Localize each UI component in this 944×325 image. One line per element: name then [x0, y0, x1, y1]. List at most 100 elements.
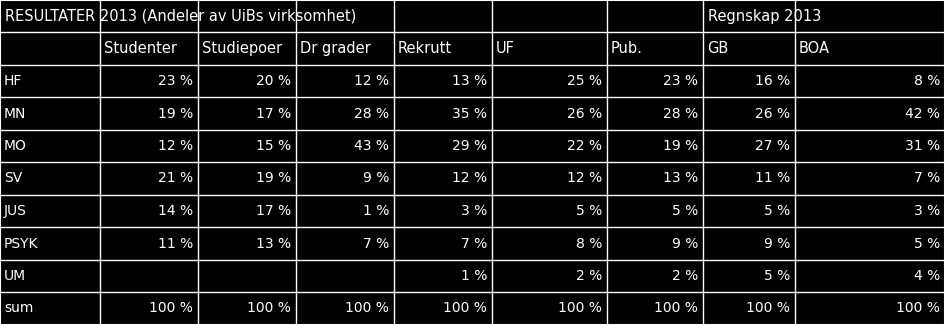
Text: 9 %: 9 %: [671, 237, 698, 251]
Bar: [198, 260, 295, 292]
Text: 100 %: 100 %: [149, 302, 193, 316]
Bar: [394, 227, 492, 260]
Text: 17 %: 17 %: [256, 204, 291, 218]
Bar: [492, 32, 606, 65]
Text: UF: UF: [496, 41, 514, 56]
Text: 100 %: 100 %: [345, 302, 389, 316]
Bar: [394, 130, 492, 162]
Bar: [794, 227, 944, 260]
Text: 13 %: 13 %: [662, 172, 698, 186]
Bar: [794, 195, 944, 227]
Bar: [606, 97, 702, 130]
Text: 9 %: 9 %: [763, 237, 789, 251]
Bar: [0, 227, 100, 260]
Text: 16 %: 16 %: [754, 74, 789, 88]
Bar: [492, 260, 606, 292]
Bar: [100, 32, 198, 65]
Bar: [606, 32, 702, 65]
Bar: [606, 0, 702, 32]
Text: 29 %: 29 %: [451, 139, 486, 153]
Bar: [794, 260, 944, 292]
Text: 5 %: 5 %: [671, 204, 698, 218]
Text: 27 %: 27 %: [754, 139, 789, 153]
Text: 43 %: 43 %: [354, 139, 389, 153]
Text: 11 %: 11 %: [158, 237, 193, 251]
Text: 42 %: 42 %: [904, 107, 939, 121]
Bar: [394, 32, 492, 65]
Text: UM: UM: [4, 269, 26, 283]
Text: RESULTATER 2013 (Andeler av UiBs virksomhet): RESULTATER 2013 (Andeler av UiBs virksom…: [5, 8, 356, 23]
Text: 100 %: 100 %: [746, 302, 789, 316]
Bar: [492, 65, 606, 97]
Text: Studenter: Studenter: [104, 41, 177, 56]
Bar: [295, 162, 394, 195]
Bar: [702, 0, 794, 32]
Bar: [394, 260, 492, 292]
Text: 22 %: 22 %: [566, 139, 601, 153]
Text: 17 %: 17 %: [256, 107, 291, 121]
Bar: [394, 65, 492, 97]
Text: 5 %: 5 %: [913, 237, 939, 251]
Text: 14 %: 14 %: [158, 204, 193, 218]
Bar: [492, 0, 606, 32]
Bar: [100, 292, 198, 325]
Bar: [100, 227, 198, 260]
Bar: [198, 162, 295, 195]
Bar: [0, 195, 100, 227]
Bar: [702, 195, 794, 227]
Text: JUS: JUS: [4, 204, 26, 218]
Bar: [492, 162, 606, 195]
Bar: [702, 65, 794, 97]
Text: 1 %: 1 %: [460, 269, 486, 283]
Bar: [606, 292, 702, 325]
Bar: [702, 227, 794, 260]
Text: 100 %: 100 %: [895, 302, 939, 316]
Text: 13 %: 13 %: [256, 237, 291, 251]
Bar: [198, 0, 295, 32]
Text: 9 %: 9 %: [362, 172, 389, 186]
Text: 5 %: 5 %: [575, 204, 601, 218]
Text: BOA: BOA: [799, 41, 829, 56]
Bar: [702, 260, 794, 292]
Bar: [492, 292, 606, 325]
Bar: [198, 195, 295, 227]
Bar: [606, 260, 702, 292]
Text: Dr grader: Dr grader: [299, 41, 370, 56]
Bar: [606, 65, 702, 97]
Bar: [295, 97, 394, 130]
Text: 1 %: 1 %: [362, 204, 389, 218]
Text: 2 %: 2 %: [575, 269, 601, 283]
Bar: [794, 162, 944, 195]
Text: 2 %: 2 %: [671, 269, 698, 283]
Bar: [394, 0, 492, 32]
Text: 26 %: 26 %: [754, 107, 789, 121]
Bar: [100, 260, 198, 292]
Text: Regnskap 2013: Regnskap 2013: [707, 8, 820, 23]
Bar: [198, 32, 295, 65]
Bar: [0, 32, 100, 65]
Bar: [100, 65, 198, 97]
Bar: [492, 97, 606, 130]
Bar: [492, 195, 606, 227]
Text: 3 %: 3 %: [913, 204, 939, 218]
Bar: [100, 162, 198, 195]
Bar: [702, 97, 794, 130]
Text: 25 %: 25 %: [566, 74, 601, 88]
Bar: [794, 130, 944, 162]
Bar: [394, 97, 492, 130]
Bar: [198, 130, 295, 162]
Bar: [198, 227, 295, 260]
Bar: [0, 0, 100, 32]
Bar: [198, 292, 295, 325]
Bar: [702, 32, 794, 65]
Bar: [0, 162, 100, 195]
Text: SV: SV: [4, 172, 23, 186]
Text: MN: MN: [4, 107, 26, 121]
Bar: [702, 162, 794, 195]
Bar: [492, 130, 606, 162]
Bar: [295, 0, 394, 32]
Bar: [794, 97, 944, 130]
Bar: [295, 65, 394, 97]
Bar: [0, 260, 100, 292]
Text: 8 %: 8 %: [575, 237, 601, 251]
